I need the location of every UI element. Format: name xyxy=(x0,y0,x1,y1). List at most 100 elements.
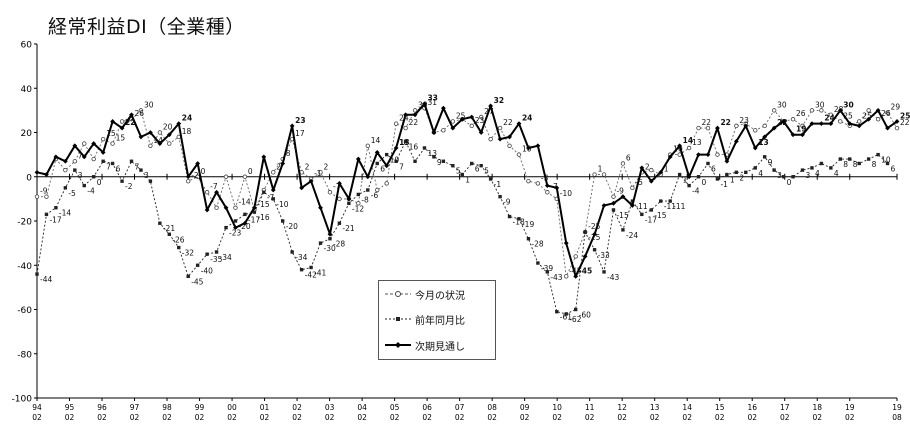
point-s2 xyxy=(535,143,541,149)
point-s0 xyxy=(441,128,446,133)
point-s2 xyxy=(866,116,872,122)
point-s0 xyxy=(875,117,881,122)
x-tick-year: 94 xyxy=(32,403,42,412)
data-label-s1: 8 xyxy=(872,160,877,169)
data-label-s0: -2 xyxy=(191,171,199,180)
x-tick-month: 02 xyxy=(552,413,562,422)
point-s2 xyxy=(611,200,616,206)
data-label-s1: -26 xyxy=(172,235,184,244)
point-s0 xyxy=(573,254,578,259)
point-s0 xyxy=(856,119,862,124)
point-s1 xyxy=(668,199,672,203)
y-tick-label: 40 xyxy=(21,85,33,95)
point-s2 xyxy=(459,116,465,122)
data-label-s0: 30 xyxy=(777,100,787,109)
x-tick-year: 09 xyxy=(520,403,530,412)
point-s0 xyxy=(233,205,238,210)
data-label-s1: -7 xyxy=(267,193,275,202)
data-label-s2: 22 xyxy=(125,118,135,127)
point-s0 xyxy=(167,141,172,146)
data-label-s0: 18 xyxy=(182,127,192,136)
point-s0 xyxy=(91,156,96,162)
data-label-s0: 25 xyxy=(862,111,872,120)
x-tick-month: 02 xyxy=(845,413,855,422)
legend-label-s0: 今月の状況 xyxy=(415,290,465,302)
y-tick-label: -60 xyxy=(17,306,32,316)
point-s1 xyxy=(129,159,134,163)
point-s0 xyxy=(318,170,323,175)
x-tick-year: 19 xyxy=(892,403,902,412)
x-tick-month: 02 xyxy=(422,413,432,422)
point-s2 xyxy=(365,174,371,180)
point-s1 xyxy=(318,241,323,245)
x-tick-month: 02 xyxy=(715,413,725,422)
data-label-s1: 6 xyxy=(475,164,480,173)
point-s1 xyxy=(810,166,814,170)
series-line-2 xyxy=(36,102,898,278)
x-tick-year: 03 xyxy=(325,403,335,412)
data-label-s0: 1 xyxy=(598,165,603,174)
data-label-s2: 13 xyxy=(399,138,409,147)
point-s1 xyxy=(762,155,767,159)
point-s1 xyxy=(92,175,96,179)
point-s0 xyxy=(375,187,380,193)
x-tick-year: 06 xyxy=(422,403,432,412)
point-s2 xyxy=(885,125,890,131)
point-s1 xyxy=(356,192,361,197)
point-s1 xyxy=(233,219,238,223)
data-label-s0: 26 xyxy=(796,109,806,118)
x-tick-month: 02 xyxy=(227,413,237,422)
data-label-s0: -5 xyxy=(635,178,643,187)
point-s1 xyxy=(876,152,880,157)
point-s1 xyxy=(848,157,852,161)
x-tick-year: 15 xyxy=(715,403,725,412)
x-tick-month: 02 xyxy=(747,413,757,422)
point-s1 xyxy=(54,206,58,210)
point-s1 xyxy=(63,186,68,190)
point-s1 xyxy=(148,179,153,183)
point-s1 xyxy=(262,190,266,194)
point-s0 xyxy=(620,161,626,166)
point-s0 xyxy=(762,123,767,129)
point-s1 xyxy=(602,270,606,274)
point-s2 xyxy=(403,112,408,118)
point-s2 xyxy=(847,121,853,127)
point-s0 xyxy=(242,174,248,179)
point-s1 xyxy=(564,312,568,316)
data-label-s0: -10 xyxy=(560,189,572,198)
data-label-s0: 0 xyxy=(201,167,206,176)
point-s2 xyxy=(743,123,749,129)
data-label-s1: -44 xyxy=(40,275,52,284)
data-label-s1: -45 xyxy=(191,277,203,286)
point-s2 xyxy=(809,121,815,127)
point-s2 xyxy=(620,194,626,200)
point-s1 xyxy=(384,152,389,157)
point-s0 xyxy=(412,108,418,113)
data-label-s1: -11 xyxy=(664,202,676,211)
data-label-s1: -21 xyxy=(342,224,354,233)
point-s2 xyxy=(195,161,201,166)
data-label-s2: 24 xyxy=(522,114,532,123)
point-s1 xyxy=(167,232,172,236)
point-s2 xyxy=(110,119,116,124)
point-s1 xyxy=(507,214,512,219)
data-label-s1: -16 xyxy=(257,213,269,222)
point-s0 xyxy=(82,141,87,146)
point-s1 xyxy=(224,225,228,230)
point-s2 xyxy=(412,112,418,118)
data-label-s1: 0 xyxy=(787,178,792,187)
data-label-s0: 23 xyxy=(739,116,749,125)
data-label-s2: 25 xyxy=(900,111,910,120)
y-tick-label: 60 xyxy=(21,41,33,51)
point-s0 xyxy=(450,119,456,124)
data-label-s0: 22 xyxy=(702,118,712,127)
point-s2 xyxy=(176,121,182,127)
data-label-s1: 7 xyxy=(106,162,111,171)
point-s1 xyxy=(725,172,729,177)
data-label-s0: 10 xyxy=(522,145,532,154)
point-s0 xyxy=(894,125,900,131)
x-tick-month: 08 xyxy=(892,413,902,422)
data-label-s2: 22 xyxy=(777,118,787,127)
data-label-s1: 6 xyxy=(116,164,121,173)
